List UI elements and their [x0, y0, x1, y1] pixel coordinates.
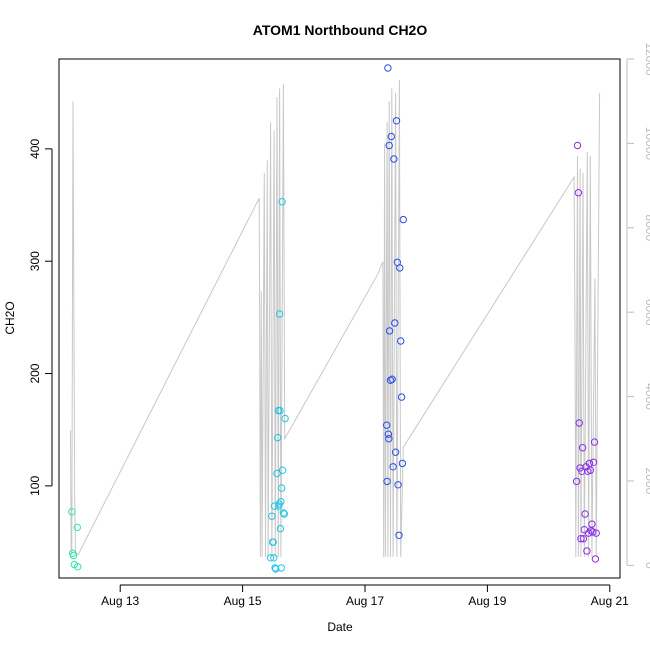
- data-point-s3-1: [573, 141, 582, 150]
- data-point-s2-20: [397, 393, 406, 401]
- data-point-s1-22: [280, 510, 288, 518]
- data-point-s3-19: [589, 528, 597, 536]
- x-axis-label: Date: [327, 620, 353, 634]
- data-point-s2-13: [391, 448, 400, 456]
- data-point-s1-23: [281, 414, 289, 423]
- x-tick-label-1: Aug 15: [224, 594, 262, 608]
- data-point-s1-5: [270, 502, 279, 510]
- y-axis: 100 200 300 400: [28, 139, 53, 496]
- x-tick-label-2: Aug 17: [346, 594, 384, 608]
- y2-tick-label-5: 10000: [643, 127, 650, 161]
- data-point-s3-3: [575, 419, 583, 427]
- data-point-s2-19: [397, 337, 405, 345]
- data-point-s2-14: [392, 117, 401, 125]
- data-point-s3-14: [584, 529, 593, 537]
- y2-tick-label-2: 4000: [643, 383, 650, 410]
- data-point-s2-5: [385, 141, 393, 150]
- data-point-s3-0: [572, 477, 581, 486]
- data-point-s2-3: [384, 430, 393, 438]
- data-point-s2-8: [387, 132, 395, 141]
- data-point-s3-8: [579, 535, 588, 543]
- y-tick-label-1: 200: [28, 363, 42, 383]
- data-point-s2-22: [399, 215, 407, 224]
- x-tick-label-4: Aug 21: [591, 594, 629, 608]
- data-point-s0-5: [74, 563, 82, 571]
- data-point-s0-0: [68, 508, 76, 516]
- y-tick-label-0: 100: [28, 476, 42, 496]
- data-point-s2-6: [385, 327, 394, 335]
- y2-tick-label-3: 6000: [643, 299, 650, 326]
- data-point-s0-4: [73, 523, 82, 532]
- data-point-s1-19: [278, 198, 286, 206]
- data-point-s2-11: [390, 155, 398, 163]
- y2-tick-label-0: 0: [643, 562, 650, 569]
- data-point-s3-18: [588, 520, 596, 528]
- y-axis-label: CH2O: [3, 301, 17, 334]
- chart-title: ATOM1 Northbound CH2O: [253, 22, 428, 38]
- data-point-s3-15: [585, 459, 594, 468]
- data-point-s2-12: [391, 319, 399, 327]
- data-point-s1-9: [274, 433, 282, 442]
- data-point-s2-9: [388, 375, 396, 383]
- data-point-s3-12: [583, 547, 591, 555]
- data-point-s1-13: [275, 310, 284, 318]
- data-point-s3-2: [574, 189, 583, 197]
- y2-tick-label-4: 8000: [643, 214, 650, 241]
- y2-axis-right: 0 2000 4000 6000 8000 10000 12000: [626, 42, 650, 569]
- data-point-s3-21: [590, 438, 599, 446]
- y-tick-label-2: 300: [28, 251, 42, 271]
- data-point-s3-5: [577, 535, 585, 543]
- data-point-s1-16: [277, 497, 285, 506]
- data-point-s2-10: [389, 463, 397, 471]
- data-point-s1-12: [275, 500, 283, 508]
- data-point-s2-2: [384, 64, 392, 72]
- data-point-s3-23: [592, 529, 600, 537]
- data-point-s1-17: [277, 564, 285, 572]
- data-point-s2-17: [395, 531, 403, 539]
- x-axis: Aug 13 Aug 15 Aug 17 Aug 19 Aug 21: [101, 584, 629, 608]
- plot-area-frame: [58, 58, 621, 579]
- data-point-s1-18: [278, 484, 286, 492]
- data-point-s1-14: [276, 406, 284, 415]
- data-point-s2-7: [386, 376, 395, 384]
- data-point-s3-22: [591, 555, 600, 563]
- data-point-s1-0: [266, 554, 275, 562]
- data-point-s2-21: [398, 459, 407, 468]
- data-point-s1-7: [272, 565, 280, 573]
- data-point-s3-10: [581, 510, 589, 518]
- data-point-s1-8: [273, 469, 281, 478]
- points-layer: [68, 64, 600, 573]
- x-tick-label-0: Aug 13: [101, 594, 139, 608]
- data-point-s2-4: [385, 435, 393, 443]
- data-point-s1-21: [279, 509, 288, 517]
- data-point-s2-0: [383, 421, 391, 429]
- y2-tick-label-6: 12000: [643, 42, 650, 76]
- data-point-s2-1: [383, 477, 391, 486]
- data-point-s1-15: [276, 524, 285, 533]
- data-point-s2-18: [396, 264, 404, 272]
- data-point-s3-16: [586, 466, 594, 474]
- data-point-s3-7: [578, 444, 587, 452]
- y2-tick-label-1: 2000: [643, 468, 650, 495]
- data-point-s2-16: [394, 481, 402, 489]
- y-tick-label-3: 400: [28, 139, 42, 159]
- data-point-s1-20: [278, 466, 287, 474]
- secondary-series-line: [70, 80, 601, 557]
- data-point-s3-20: [589, 458, 598, 466]
- data-point-s1-4: [270, 554, 278, 562]
- data-point-s1-1: [268, 512, 276, 520]
- x-tick-label-3: Aug 19: [468, 594, 506, 608]
- data-point-s0-2: [69, 551, 78, 560]
- data-point-s1-3: [269, 538, 277, 546]
- secondary-line-layer: [70, 80, 601, 557]
